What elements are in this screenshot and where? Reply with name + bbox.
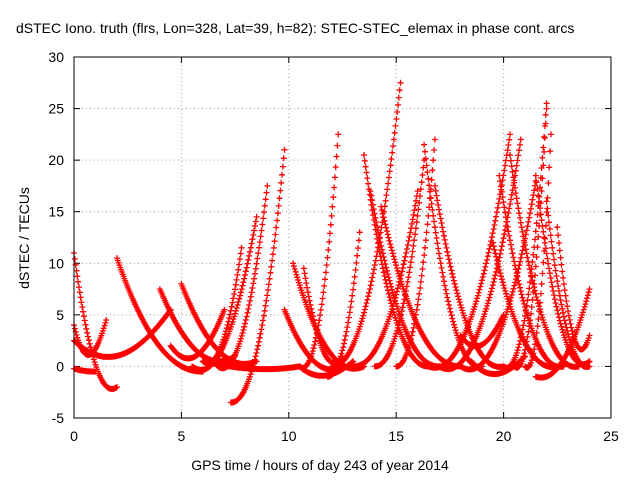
data-point-markers [350,188,421,370]
y-tick-label: 5 [56,307,64,323]
data-series-arc [436,136,524,373]
data-series-arc [296,131,342,371]
x-tick-label: 15 [388,428,404,444]
y-tick-label: 0 [56,358,64,374]
y-tick-label: 10 [48,255,64,271]
data-point-markers [554,224,593,353]
data-point-markers [457,311,507,350]
data-series-arc [371,157,428,370]
x-tick-label: 25 [603,428,619,444]
data-point-markers [468,353,529,378]
data-point-markers [393,136,438,370]
data-point-markers [436,136,524,373]
x-tick-label: 0 [70,428,78,444]
data-point-markers [532,286,593,381]
chart-title: dSTEC Iono. truth (flrs, Lon=328, Lat=39… [16,20,575,36]
data-series-arc [227,146,288,406]
x-tick-label: 20 [496,428,512,444]
data-series-arc [425,131,513,371]
data-point-markers [328,79,404,370]
data-point-markers [431,182,507,370]
data-series-arc [522,131,554,371]
data-series-arc [431,182,507,370]
data-point-markers [199,358,303,373]
y-axis-label: dSTEC / TECUs [16,187,32,289]
data-point-markers [522,131,554,371]
data-point-markers [296,131,342,371]
data-series-arc [210,182,271,372]
data-series-arc [114,255,206,375]
y-tick-label: 30 [48,49,64,65]
data-layer [71,79,593,406]
plot-frame [73,56,612,419]
y-tick-label: 25 [48,101,64,117]
y-tick-label: 20 [48,152,64,168]
data-series-arc [167,306,228,362]
y-tick-label: 15 [48,204,64,220]
data-point-markers [371,157,428,370]
x-tick-label: 5 [178,428,186,444]
data-series-arc [393,136,438,370]
data-point-markers [189,213,260,373]
data-series-arc [468,353,529,378]
data-point-markers [167,306,228,362]
data-series-arc [199,358,303,373]
x-axis-label: GPS time / hours of day 243 of year 2014 [191,457,449,473]
y-tick-label: -5 [52,410,65,426]
data-series-arc [457,311,507,350]
data-point-markers [425,131,513,371]
data-point-markers [114,255,206,375]
data-point-markers [227,146,288,406]
data-series-arc [189,213,260,373]
data-point-markers [210,182,271,372]
data-series-arc [328,79,404,370]
x-tick-label: 10 [281,428,297,444]
data-series-arc [532,286,593,381]
data-series-arc [350,188,421,370]
data-series-arc [554,224,593,353]
